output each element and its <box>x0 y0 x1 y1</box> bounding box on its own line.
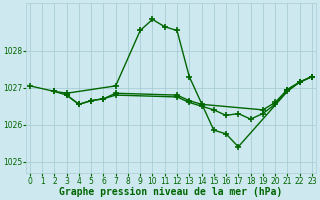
X-axis label: Graphe pression niveau de la mer (hPa): Graphe pression niveau de la mer (hPa) <box>59 187 283 197</box>
